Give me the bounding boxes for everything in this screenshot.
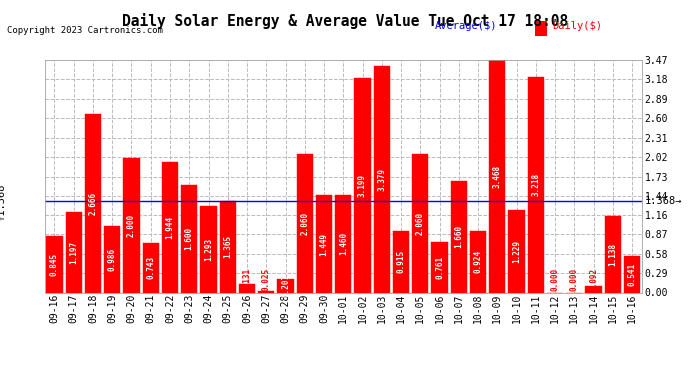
Text: 1.460: 1.460 xyxy=(339,232,348,255)
Bar xyxy=(200,206,217,292)
Bar xyxy=(316,195,332,292)
Text: 0.000: 0.000 xyxy=(551,268,560,291)
Text: ↑1.368: ↑1.368 xyxy=(0,182,6,220)
Bar xyxy=(528,77,544,292)
Text: 1.293: 1.293 xyxy=(204,238,213,261)
Bar xyxy=(489,60,506,292)
Bar xyxy=(239,284,255,292)
Bar xyxy=(604,216,621,292)
Text: 1.197: 1.197 xyxy=(69,241,78,264)
Text: Daily Solar Energy & Average Value Tue Oct 17 18:08: Daily Solar Energy & Average Value Tue O… xyxy=(122,13,568,29)
Text: 1.368→: 1.368→ xyxy=(644,196,682,206)
Text: 1.449: 1.449 xyxy=(319,232,328,255)
Text: 0.000: 0.000 xyxy=(570,268,579,291)
Bar xyxy=(451,181,467,292)
Text: 0.924: 0.924 xyxy=(473,250,482,273)
Text: 0.986: 0.986 xyxy=(108,248,117,271)
Text: 0.092: 0.092 xyxy=(589,268,598,291)
Bar xyxy=(509,210,524,292)
Bar xyxy=(412,154,428,292)
Bar xyxy=(585,286,602,292)
Text: Average($): Average($) xyxy=(435,21,497,31)
Text: 1.600: 1.600 xyxy=(185,227,194,251)
Bar xyxy=(297,154,313,292)
Text: 1.365: 1.365 xyxy=(224,235,233,258)
Text: 1.660: 1.660 xyxy=(454,225,463,249)
Bar xyxy=(624,256,640,292)
Bar xyxy=(46,236,63,292)
Bar xyxy=(470,231,486,292)
Text: Daily($): Daily($) xyxy=(552,21,602,31)
Bar xyxy=(355,78,371,292)
Text: 1.229: 1.229 xyxy=(512,240,521,263)
Bar xyxy=(373,66,390,292)
Bar xyxy=(431,242,448,292)
Bar xyxy=(162,162,178,292)
Text: 0.845: 0.845 xyxy=(50,253,59,276)
Bar xyxy=(66,212,82,292)
Bar xyxy=(393,231,409,292)
Bar xyxy=(277,279,294,292)
Bar xyxy=(85,114,101,292)
Text: 0.743: 0.743 xyxy=(146,256,155,279)
Bar xyxy=(335,195,351,292)
Bar xyxy=(219,201,236,292)
Text: 0.541: 0.541 xyxy=(628,263,637,286)
Bar xyxy=(104,226,121,292)
Text: 0.915: 0.915 xyxy=(397,250,406,273)
Bar xyxy=(124,159,139,292)
Text: 0.761: 0.761 xyxy=(435,255,444,279)
Text: 0.131: 0.131 xyxy=(242,268,252,291)
Text: 1.944: 1.944 xyxy=(166,216,175,239)
Text: 1.138: 1.138 xyxy=(609,243,618,266)
Bar xyxy=(143,243,159,292)
Text: 2.060: 2.060 xyxy=(416,212,425,235)
Text: 3.379: 3.379 xyxy=(377,168,386,191)
Text: 3.199: 3.199 xyxy=(358,174,367,197)
Text: 0.207: 0.207 xyxy=(281,274,290,297)
Text: 0.025: 0.025 xyxy=(262,268,270,291)
Bar xyxy=(258,291,275,292)
Bar xyxy=(181,185,197,292)
Text: Copyright 2023 Cartronics.com: Copyright 2023 Cartronics.com xyxy=(7,26,163,35)
Text: 2.060: 2.060 xyxy=(300,212,309,235)
Text: 2.000: 2.000 xyxy=(127,214,136,237)
Text: 2.666: 2.666 xyxy=(88,192,97,215)
Text: 3.468: 3.468 xyxy=(493,165,502,188)
Text: 3.218: 3.218 xyxy=(531,173,540,196)
